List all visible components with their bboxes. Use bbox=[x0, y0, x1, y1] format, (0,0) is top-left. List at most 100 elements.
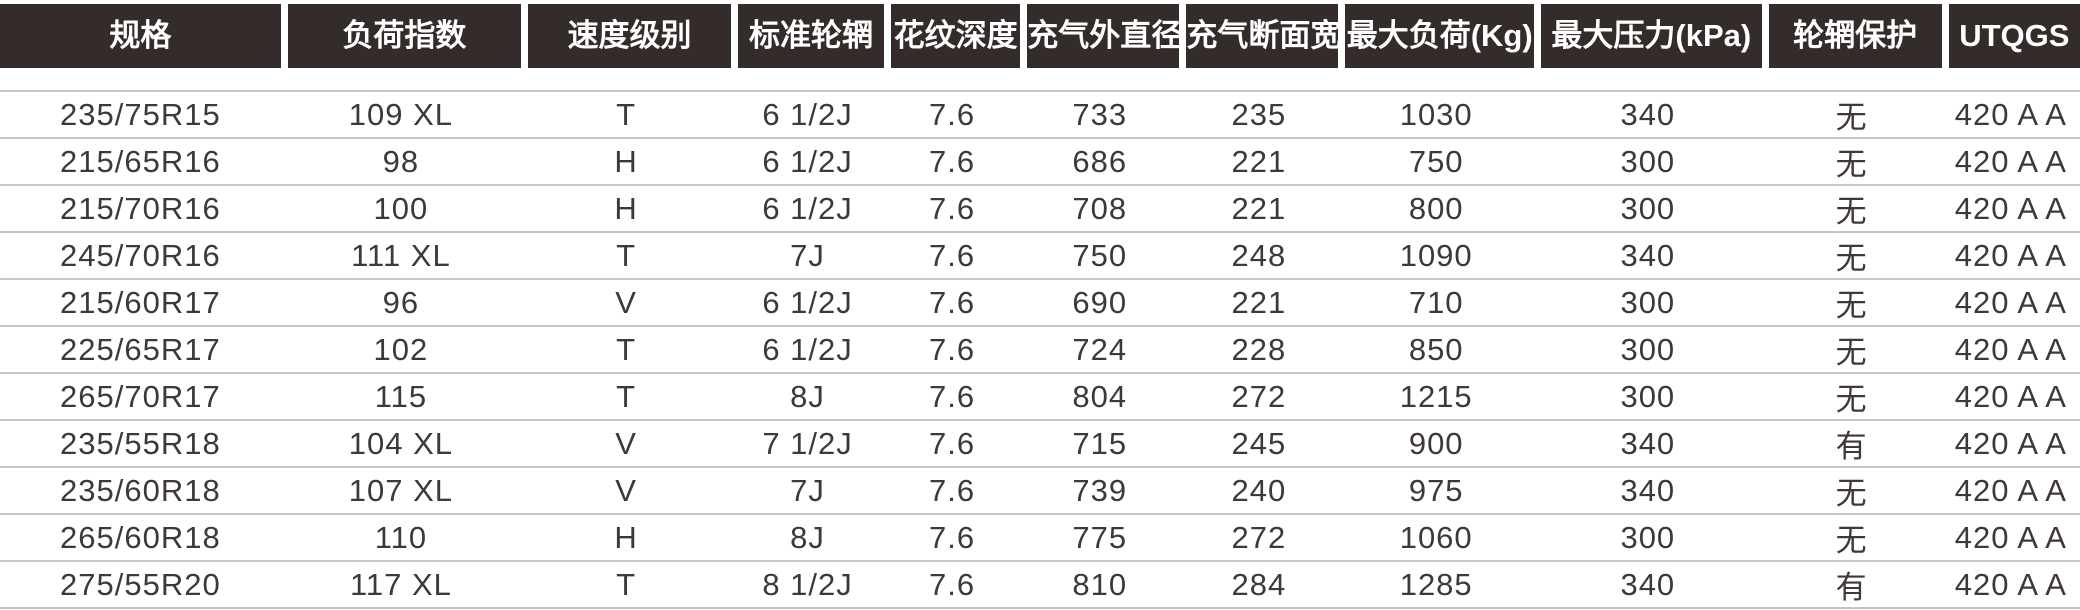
table-cell: 无 bbox=[1761, 513, 1942, 560]
table-cell: H bbox=[521, 137, 732, 184]
header-speed-rating: 速度级别 bbox=[521, 4, 732, 90]
table-cell: 107 XL bbox=[280, 466, 522, 513]
tire-spec-table: 规格 负荷指数 速度级别 标准轮辋 花纹深度 充气外直径 充气断面宽 最大负荷(… bbox=[0, 4, 2080, 610]
table-cell: 340 bbox=[1533, 466, 1762, 513]
table-cell: 96 bbox=[280, 278, 522, 325]
table-cell: 7.6 bbox=[883, 560, 1021, 607]
table-cell: 215/70R16 bbox=[0, 184, 281, 231]
table-cell: 7.6 bbox=[883, 137, 1021, 184]
table-cell: 420 A A bbox=[1941, 560, 2080, 607]
table-cell: 7.6 bbox=[883, 607, 1021, 610]
table-cell: 279 bbox=[1179, 607, 1339, 610]
table-cell: 235/75R15 bbox=[0, 90, 281, 137]
table-cell: T bbox=[521, 90, 732, 137]
table-row: 265/60R18 110 H 8J 7.6 775 272 1060 300 无 420 A A bbox=[0, 513, 2080, 560]
table-cell: 7.6 bbox=[883, 372, 1021, 419]
table-cell: 420 A A bbox=[1941, 372, 2080, 419]
table-cell: 248 bbox=[1179, 231, 1339, 278]
table-cell: 838 bbox=[1020, 607, 1180, 610]
table-cell: 1285 bbox=[1338, 560, 1534, 607]
table-cell: 724 bbox=[1020, 325, 1180, 372]
table-cell: 1060 bbox=[1338, 513, 1534, 560]
table-cell: 284 bbox=[1179, 560, 1339, 607]
table-cell: 710 bbox=[1338, 278, 1534, 325]
table-cell: 无 bbox=[1761, 607, 1942, 610]
table-cell: 240 bbox=[1179, 466, 1339, 513]
table-cell: 7.6 bbox=[883, 466, 1021, 513]
table-row: 215/70R16 100 H 6 1/2J 7.6 708 221 800 300 无 420 A… bbox=[0, 184, 2080, 231]
table-cell: 7.6 bbox=[883, 325, 1021, 372]
table-cell: 420 A A bbox=[1941, 231, 2080, 278]
table-cell: 300 bbox=[1533, 325, 1762, 372]
table-cell: H bbox=[521, 184, 732, 231]
table-cell: 420 A A bbox=[1941, 184, 2080, 231]
table-cell: 111 XL bbox=[280, 231, 522, 278]
table-cell: 215/65R16 bbox=[0, 137, 281, 184]
table-row: 235/55R18 104 XL V 7 1/2J 7.6 715 245 900 340 有 42… bbox=[0, 419, 2080, 466]
table-cell: 804 bbox=[1020, 372, 1180, 419]
table-cell: 272 bbox=[1179, 372, 1339, 419]
header-tread-depth: 花纹深度 bbox=[883, 4, 1021, 90]
table-cell: 750 bbox=[1020, 231, 1180, 278]
table-cell: 221 bbox=[1179, 184, 1339, 231]
table-cell: 1030 bbox=[1338, 90, 1534, 137]
table-cell: 7J bbox=[731, 466, 884, 513]
table-cell: 420 A A bbox=[1941, 466, 2080, 513]
table-cell: 228 bbox=[1179, 325, 1339, 372]
table-cell: 265/60R18 bbox=[0, 513, 281, 560]
table-row: 265/70R17 115 T 8J 7.6 804 272 1215 300 无 420 A A bbox=[0, 372, 2080, 419]
header-load-index: 负荷指数 bbox=[280, 4, 522, 90]
table-cell: 110 bbox=[280, 513, 522, 560]
table-cell: 有 bbox=[1761, 419, 1942, 466]
table-cell: 800 bbox=[1338, 184, 1534, 231]
table-cell: 8J bbox=[731, 513, 884, 560]
header-max-load: 最大负荷(Kg) bbox=[1338, 4, 1534, 90]
table-row: 245/70R16 111 XL T 7J 7.6 750 248 1090 340 无 420 A… bbox=[0, 231, 2080, 278]
table-cell: 810 bbox=[1020, 560, 1180, 607]
table-cell: 7.6 bbox=[883, 513, 1021, 560]
table-cell: 300 bbox=[1533, 607, 1762, 610]
table-cell: 420 A A bbox=[1941, 278, 2080, 325]
table-cell: 109 XL bbox=[280, 90, 522, 137]
table-cell: 300 bbox=[1533, 137, 1762, 184]
table-cell: 300 bbox=[1533, 513, 1762, 560]
table-cell: 715 bbox=[1020, 419, 1180, 466]
table-cell: T bbox=[521, 231, 732, 278]
table-cell: 272 bbox=[1179, 513, 1339, 560]
table-cell: 1215 bbox=[1338, 372, 1534, 419]
table-cell: 900 bbox=[1338, 419, 1534, 466]
header-inflated-diameter: 充气外直径 bbox=[1020, 4, 1180, 90]
table-cell: 686 bbox=[1020, 137, 1180, 184]
table-cell: 739 bbox=[1020, 466, 1180, 513]
table-cell: 420 A A bbox=[1941, 419, 2080, 466]
table-cell: 750 bbox=[1338, 137, 1534, 184]
table-cell: 275/60R20 bbox=[0, 607, 281, 610]
table-cell: 有 bbox=[1761, 560, 1942, 607]
table-cell: 245/70R16 bbox=[0, 231, 281, 278]
header-rim-protection: 轮辋保护 bbox=[1761, 4, 1942, 90]
table-cell: 975 bbox=[1338, 466, 1534, 513]
table-row: 215/60R17 96 V 6 1/2J 7.6 690 221 710 300 无 420 A … bbox=[0, 278, 2080, 325]
table-cell: 8 1/2J bbox=[731, 560, 884, 607]
table-cell: 115 bbox=[280, 372, 522, 419]
table-cell: 420 A A bbox=[1941, 513, 2080, 560]
table-cell: 6 1/2J bbox=[731, 90, 884, 137]
table-row: 235/75R15 109 XL T 6 1/2J 7.6 733 235 1030 340 无 4… bbox=[0, 90, 2080, 137]
table-cell: 102 bbox=[280, 325, 522, 372]
table-cell: 无 bbox=[1761, 137, 1942, 184]
table-cell: 104 XL bbox=[280, 419, 522, 466]
header-row: 规格 负荷指数 速度级别 标准轮辋 花纹深度 充气外直径 充气断面宽 最大负荷(… bbox=[0, 4, 2080, 90]
table-cell: V bbox=[521, 419, 732, 466]
table-cell: 7.6 bbox=[883, 278, 1021, 325]
table-cell: 无 bbox=[1761, 90, 1942, 137]
table-row: 275/55R20 117 XL T 8 1/2J 7.6 810 284 1285 340 有 4… bbox=[0, 560, 2080, 607]
table-cell: 6 1/2J bbox=[731, 184, 884, 231]
table-cell: 7.6 bbox=[883, 419, 1021, 466]
table-cell: 无 bbox=[1761, 278, 1942, 325]
table-cell: 245 bbox=[1179, 419, 1339, 466]
table-cell: 7.6 bbox=[883, 231, 1021, 278]
table-cell: 340 bbox=[1533, 419, 1762, 466]
table-cell: 无 bbox=[1761, 372, 1942, 419]
table-cell: 1090 bbox=[1338, 231, 1534, 278]
table-cell: 690 bbox=[1020, 278, 1180, 325]
